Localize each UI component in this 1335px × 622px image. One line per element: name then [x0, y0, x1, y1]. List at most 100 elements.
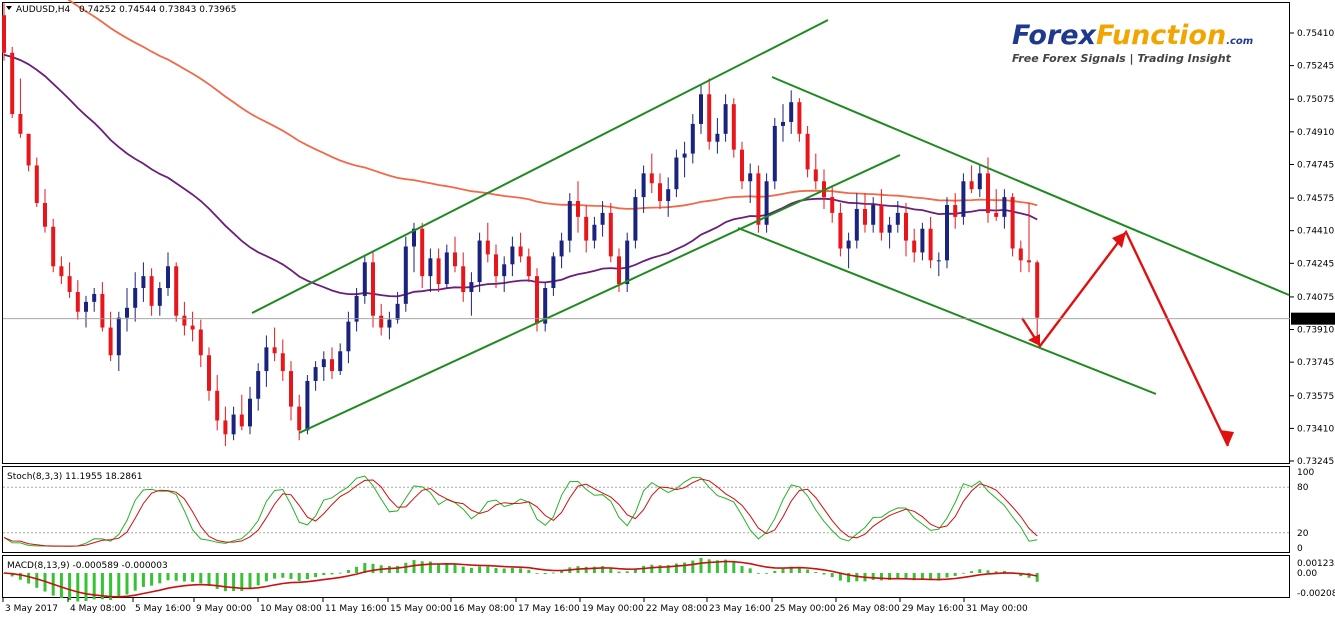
- macd-histogram-bar: [675, 564, 678, 573]
- candle-body: [879, 205, 883, 233]
- candle-body: [68, 276, 72, 292]
- candle-body: [158, 288, 162, 306]
- fast-moving-average-line: [4, 0, 1037, 209]
- macd-histogram-bar: [814, 572, 817, 573]
- candle-body: [281, 353, 285, 371]
- candle-body: [929, 229, 933, 261]
- macd-histogram-bar: [142, 573, 145, 587]
- candle-body: [748, 173, 752, 181]
- candles: [2, 3, 1039, 446]
- macd-histogram-bar: [421, 561, 424, 573]
- candle-body: [814, 169, 818, 181]
- candle-body: [314, 367, 318, 381]
- macd-histogram-bar: [831, 573, 834, 577]
- candle-body: [806, 134, 810, 170]
- candle-body: [740, 150, 744, 182]
- macd-histogram-bar: [388, 566, 391, 573]
- macd-histogram-bar: [372, 564, 375, 573]
- time-tick-label: 10 May 08:00: [260, 604, 322, 614]
- macd-panel-border: [3, 556, 1290, 598]
- price-tick-label: 0.73245: [1297, 457, 1334, 467]
- candle-body: [1027, 260, 1031, 262]
- candle-body: [560, 241, 564, 257]
- candle-body: [732, 104, 736, 149]
- macd-histogram-bar: [732, 562, 735, 573]
- time-tick-label: 3 May 2017: [5, 604, 58, 614]
- macd-histogram-bar: [27, 573, 30, 584]
- macd-histogram-bar: [962, 573, 965, 574]
- candle-body: [141, 276, 145, 288]
- candle-body: [240, 415, 244, 427]
- candle-body: [166, 266, 170, 288]
- macd-histogram-bar: [495, 568, 498, 573]
- macd-histogram-bar: [281, 573, 284, 578]
- candle-body: [437, 258, 441, 284]
- macd-histogram-bar: [757, 573, 760, 574]
- macd-histogram-bar: [68, 573, 71, 600]
- candle-body: [502, 264, 506, 276]
- macd-histogram-bar: [273, 573, 276, 579]
- candle-body: [322, 359, 326, 367]
- ohlc-values: 0.74252 0.74544 0.73843 0.73965: [79, 5, 236, 15]
- candle-body: [273, 347, 277, 353]
- candle-body: [756, 173, 760, 224]
- macd-histogram-bar: [445, 563, 448, 573]
- candle-body: [609, 213, 613, 256]
- macd-axis-label: 0.001232: [1297, 559, 1335, 569]
- macd-histogram-bar: [970, 571, 973, 573]
- macd-histogram-bar: [314, 573, 317, 577]
- candle-body: [117, 318, 121, 356]
- macd-histogram-bar: [437, 563, 440, 573]
- candle-body: [650, 173, 654, 183]
- stoch-main-line: [4, 476, 1037, 546]
- macd-histogram-bar: [158, 573, 161, 583]
- price-tick-label: 0.74910: [1297, 128, 1334, 138]
- candle-body: [937, 260, 941, 261]
- macd-histogram-bar: [462, 567, 465, 573]
- candle-body: [863, 209, 867, 225]
- candle-body: [420, 229, 424, 276]
- macd-histogram-bar: [823, 573, 826, 575]
- candle-body: [830, 197, 834, 213]
- candle-body: [912, 241, 916, 253]
- candle-body: [658, 183, 662, 201]
- candle-body: [551, 256, 555, 288]
- brand-logo: ForexFunction.com: [1012, 20, 1253, 51]
- stoch-axis-label: 80: [1297, 483, 1309, 493]
- price-tick-label: 0.74245: [1297, 259, 1334, 269]
- triangle-down-icon[interactable]: [6, 6, 12, 10]
- stoch-axis-label: 100: [1297, 468, 1314, 478]
- macd-histogram-bar: [322, 573, 325, 575]
- candle-body: [2, 15, 6, 53]
- macd-histogram-bar: [978, 569, 981, 573]
- stoch-signal-line: [4, 479, 1037, 546]
- time-tick-label: 23 May 16:00: [709, 604, 771, 614]
- candle-body: [527, 256, 531, 276]
- candle-body: [970, 181, 974, 189]
- macd-histogram-bar: [691, 561, 694, 573]
- forecast-arrows: [1022, 232, 1234, 446]
- macd-histogram-bar: [183, 573, 186, 581]
- macd-histogram-bar: [700, 558, 703, 573]
- macd-histogram-bar: [117, 573, 120, 597]
- macd-histogram-bar: [544, 573, 547, 574]
- candle-body: [363, 262, 367, 296]
- macd-histogram-bar: [478, 566, 481, 573]
- candle-body: [519, 247, 523, 257]
- macd-histogram-bar: [76, 573, 79, 601]
- candle-body: [199, 330, 203, 356]
- chart-header: AUDUSD,H4 0.74252 0.74544 0.73843 0.7396…: [6, 5, 236, 15]
- brand-tagline: Free Forex Signals | Trading Insight: [1012, 52, 1232, 65]
- stoch-label: Stoch(8,3,3) 11.1955 18.2861: [7, 472, 142, 482]
- candle-body: [1035, 262, 1039, 317]
- macd-label: MACD(8,13,9) -0.000589 -0.000003: [7, 561, 168, 571]
- macd-histogram-bar: [708, 559, 711, 573]
- macd-histogram-bar: [150, 573, 153, 586]
- macd-histogram-bar: [249, 573, 252, 589]
- candle-body: [289, 371, 293, 407]
- candle-body: [896, 213, 900, 225]
- macd-histogram-bar: [987, 570, 990, 573]
- candle-body: [904, 213, 908, 241]
